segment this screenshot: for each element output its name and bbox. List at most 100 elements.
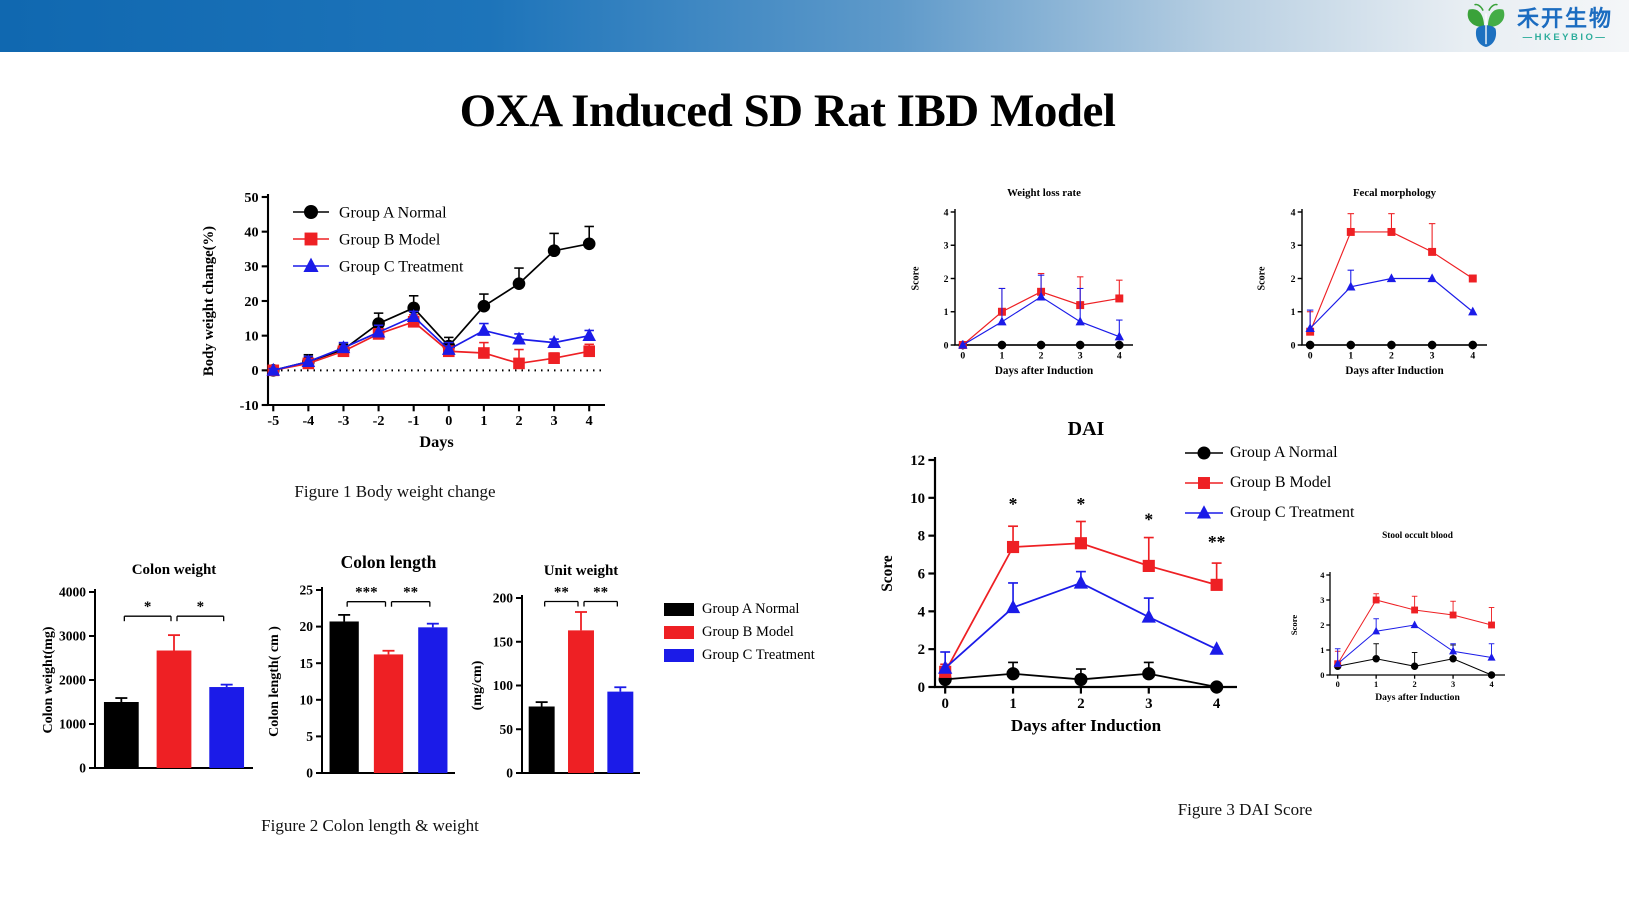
svg-text:-1: -1 [408,413,420,429]
svg-text:3: 3 [1145,696,1152,712]
svg-text:20: 20 [300,619,314,634]
svg-text:2: 2 [1077,696,1084,712]
svg-text:2: 2 [515,413,522,429]
page-title: OXA Induced SD Rat IBD Model [459,85,1116,137]
svg-text:***: *** [355,585,378,601]
legend-marker-icon [1185,477,1223,489]
chart-weight-loss-rate: 0 1 2 3 4 0 1 2 3 4 Weight loss rate Score Days afte… [900,180,1155,392]
svg-text:Score: Score [879,555,896,592]
svg-text:Score: Score [1289,615,1299,636]
svg-text:25: 25 [300,583,314,598]
svg-text:0: 0 [79,761,86,776]
svg-text:Body weight change(%): Body weight change(%) [201,226,217,376]
svg-text:4000: 4000 [59,585,86,600]
svg-text:0: 0 [1336,680,1340,689]
svg-text:Days after Induction: Days after Induction [1375,692,1460,703]
svg-text:Days after Induction: Days after Induction [1011,716,1162,735]
svg-text:4: 4 [1291,207,1296,218]
svg-text:150: 150 [493,634,514,649]
dai-group-legend: Group A Normal Group B Model Group C Treat… [1185,438,1354,528]
logo-leaf-butterfly-icon [1467,3,1505,48]
svg-text:**: ** [554,585,569,601]
svg-text:0: 0 [941,696,948,712]
svg-text:**: ** [1208,532,1226,552]
svg-text:1: 1 [1291,307,1296,318]
svg-text:0: 0 [306,766,313,781]
svg-text:2: 2 [918,642,925,658]
chart-colon-length: 0 5 10 15 20 25 Colon length Colon length( cm )… [255,545,470,815]
svg-text:**: ** [593,585,608,601]
svg-text:-4: -4 [302,413,314,429]
svg-text:2: 2 [1389,351,1394,362]
svg-text:200: 200 [493,591,514,606]
svg-text:1: 1 [1000,351,1005,362]
svg-text:Unit weight: Unit weight [544,563,619,579]
svg-text:(mg/cm): (mg/cm) [470,660,485,710]
legend-label: Group B Model [702,624,794,640]
svg-text:Score: Score [1256,266,1267,290]
svg-text:2: 2 [1413,680,1417,689]
svg-text:4: 4 [1470,351,1475,362]
svg-text:Weight loss rate: Weight loss rate [1007,187,1081,199]
svg-text:0: 0 [960,351,965,362]
svg-text:4: 4 [1489,680,1494,689]
svg-text:1: 1 [1009,696,1016,712]
svg-text:Fecal morphology: Fecal morphology [1353,187,1437,199]
svg-text:Days after Induction: Days after Induction [1345,365,1444,377]
svg-text:-10: -10 [240,398,259,414]
svg-text:30: 30 [244,259,258,275]
header-bar [0,0,1629,52]
chart-body-weight-change: -10 0 10 20 30 40 50 -5 -4 -3 -2 -1 0 1 2 3 4 Body weight… [185,186,630,462]
svg-text:0: 0 [1291,340,1296,351]
logo-company-tagline: —HKEYBIO— [1522,31,1608,43]
figure1-caption: Figure 1 Body weight change [294,482,496,501]
svg-text:*: * [197,599,205,615]
svg-text:2: 2 [1039,351,1044,362]
svg-text:100: 100 [493,678,514,693]
svg-text:1: 1 [1320,646,1324,655]
svg-text:1: 1 [1374,680,1378,689]
svg-text:Days after Induction: Days after Induction [995,365,1094,377]
svg-text:50: 50 [244,190,258,206]
chart-stool-occult-blood: 0 1 2 3 4 0 1 2 3 4 Stool occult blood Score Days af… [1280,520,1530,716]
legend-label: Group C Treatment [1230,504,1355,521]
svg-text:4: 4 [586,413,593,429]
chart-fecal-morphology: 0 1 2 3 4 0 1 2 3 4 Fecal morphology Score Days afte… [1245,180,1507,392]
dai-legend-item-0: Group A Normal [1185,438,1354,468]
fig2-legend-item-2: Group C Treatment [664,644,815,667]
logo-company-name: 禾开生物 [1516,6,1613,32]
svg-text:2000: 2000 [59,673,86,688]
svg-text:Days: Days [419,433,453,451]
svg-text:Stool occult blood: Stool occult blood [1382,531,1454,541]
svg-text:12: 12 [910,453,925,469]
svg-text:50: 50 [500,722,514,737]
svg-text:2: 2 [944,274,949,285]
figure3-caption: Figure 3 DAI Score [1177,800,1313,819]
svg-text:10: 10 [244,328,258,344]
svg-text:0: 0 [1320,671,1324,680]
svg-text:Group A Normal: Group A Normal [339,205,447,222]
svg-text:10: 10 [300,692,314,707]
svg-text:Colon length: Colon length [341,552,437,572]
svg-text:5: 5 [306,729,313,744]
svg-text:10: 10 [910,491,925,507]
svg-text:0: 0 [918,680,925,696]
svg-text:2: 2 [1320,621,1324,630]
legend-label: Group A Normal [702,601,800,617]
legend-label: Group C Treatment [702,647,815,663]
legend-swatch-icon [664,649,694,662]
svg-text:3: 3 [1451,680,1455,689]
svg-text:0: 0 [251,363,258,379]
svg-text:Score: Score [911,266,922,290]
svg-text:Group C Treatment: Group C Treatment [339,259,464,276]
svg-text:1: 1 [480,413,487,429]
svg-text:1: 1 [1348,351,1353,362]
svg-text:Colon weight: Colon weight [132,562,217,578]
svg-text:0: 0 [506,766,513,781]
svg-text:0: 0 [445,413,452,429]
svg-text:1000: 1000 [59,717,86,732]
svg-text:20: 20 [244,294,258,310]
chart-unit-weight: 0 50 100 150 200 Unit weight (mg/cm) ** ** [460,555,655,815]
svg-text:4: 4 [944,207,949,218]
svg-text:**: ** [403,585,418,601]
